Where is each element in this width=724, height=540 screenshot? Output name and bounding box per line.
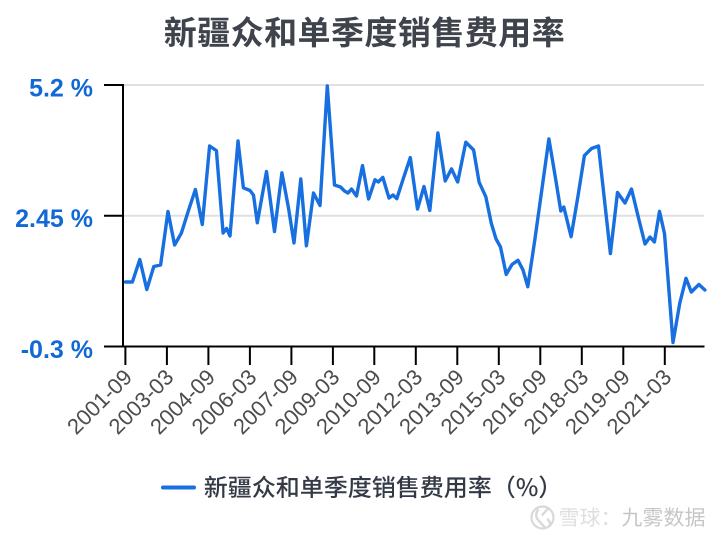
svg-text:-0.3 %: -0.3 %: [21, 336, 93, 364]
svg-text:2.45 %: 2.45 %: [15, 205, 93, 233]
svg-text:5.2 %: 5.2 %: [29, 75, 93, 103]
